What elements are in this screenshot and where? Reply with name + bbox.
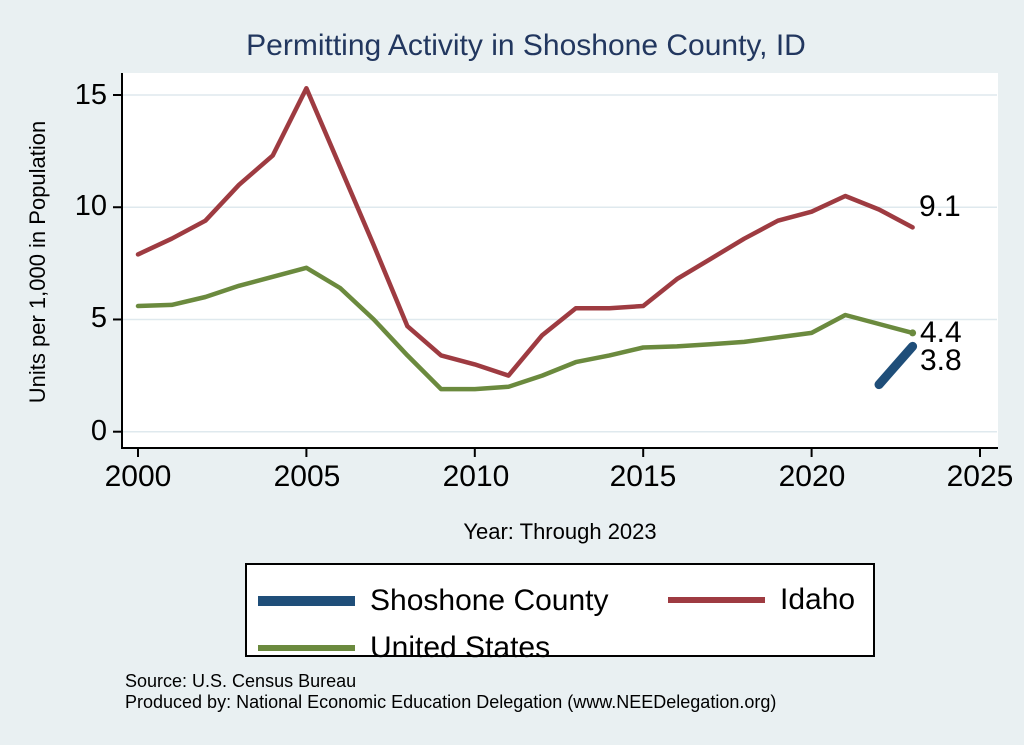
x-axis-title: Year: Through 2023 [463,519,657,544]
shoshone-county-line [874,341,918,390]
shoshone-end-value-label: 3.8 [920,344,962,377]
x-tick-label-2015: 2015 [609,460,677,493]
x-tick-label-2025: 2025 [946,460,1014,493]
legend-item-shoshone: Shoshone County [258,584,638,618]
footer-notes: Source: U.S. Census Bureau Produced by: … [125,671,776,713]
idaho-line-swatch [668,597,765,603]
chart-title: Permitting Activity in Shoshone County, … [246,29,806,62]
y-tick-label-15: 15 [74,79,107,111]
united-states-line [135,265,915,392]
legend-label-us: United States [370,631,551,664]
legend-label-shoshone: Shoshone County [370,584,609,617]
x-tick-label-2010: 2010 [442,460,510,493]
legend: Shoshone County Idaho United States [245,563,875,664]
plot-background [122,73,998,448]
x-tick-label-2020: 2020 [778,460,846,493]
united-states-end-marker [909,329,917,337]
y-axis-title: Units per 1,000 in Population [25,120,50,404]
us-line-swatch [258,645,355,651]
idaho-end-value-label: 9.1 [919,190,961,223]
produced-by-note: Produced by: National Economic Education… [125,692,777,712]
source-note: Source: U.S. Census Bureau [125,671,357,691]
legend-item-us: United States [258,631,638,665]
x-tick-label-2005: 2005 [273,460,341,493]
y-tick-label-5: 5 [90,302,107,334]
x-tick-label-2000: 2000 [104,460,172,493]
legend-label-idaho: Idaho [780,583,856,616]
idaho-line [135,86,915,378]
us-end-value-label: 4.4 [920,316,962,349]
y-tick-label-0: 0 [90,415,107,447]
legend-item-idaho: Idaho [668,583,868,617]
shoshone-line-swatch [258,596,355,606]
y-tick-label-10: 10 [74,190,107,222]
